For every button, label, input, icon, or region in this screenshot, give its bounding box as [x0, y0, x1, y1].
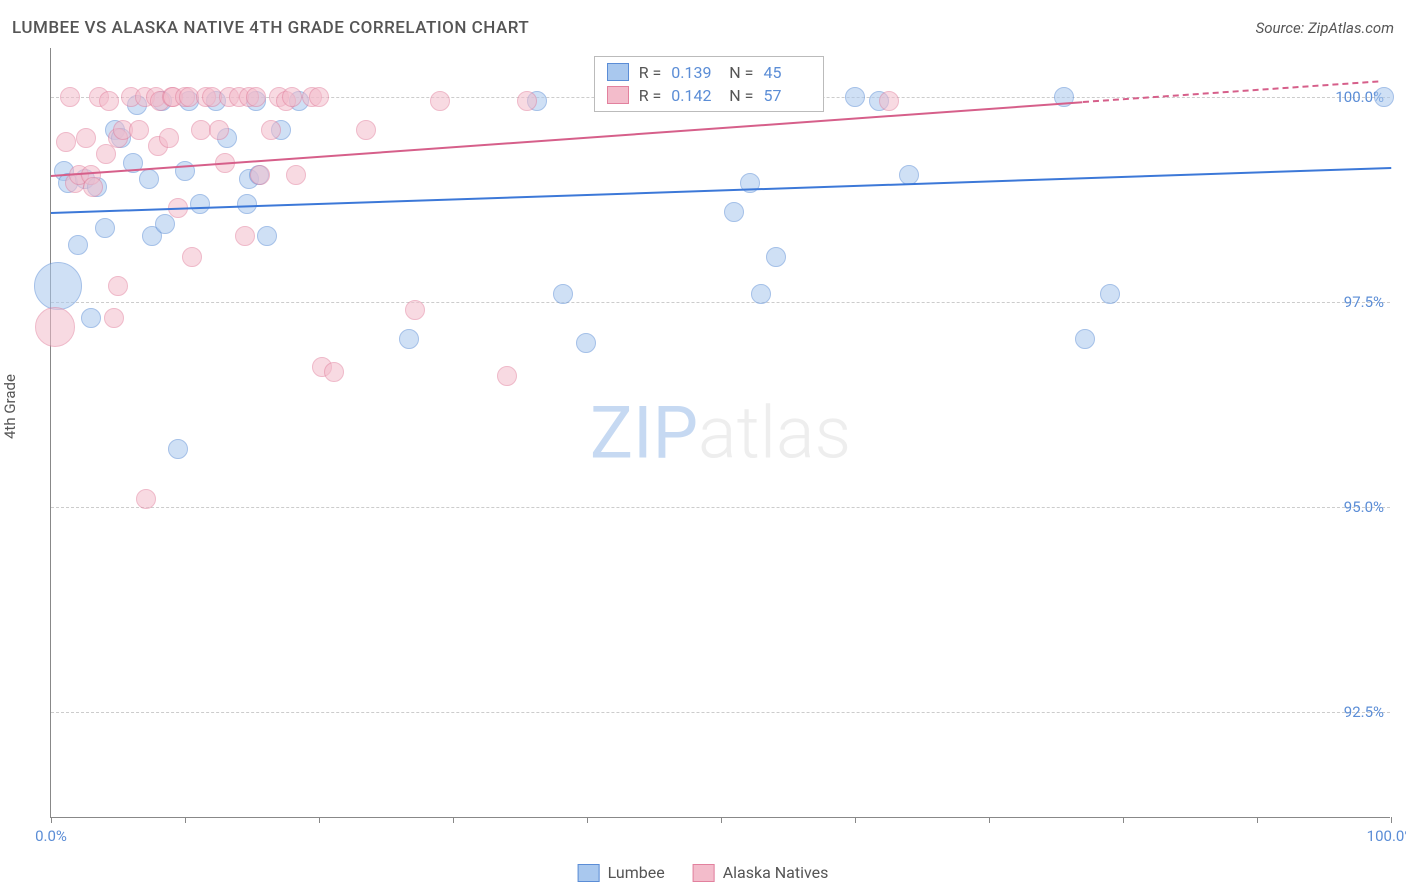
watermark: ZIPatlas — [590, 390, 851, 475]
x-tick — [855, 817, 856, 823]
data-point — [34, 262, 82, 310]
legend-item: Alaska Natives — [693, 863, 829, 882]
stats-row: R = 0.139 N = 45 — [607, 61, 812, 84]
x-tick — [721, 817, 722, 823]
x-tick — [319, 817, 320, 823]
data-point — [845, 87, 865, 107]
stat-n-value: 57 — [763, 86, 811, 105]
x-tick — [1257, 817, 1258, 823]
data-point — [68, 235, 88, 255]
data-point — [136, 489, 156, 509]
x-tick — [453, 817, 454, 823]
legend-swatch — [607, 63, 629, 81]
data-point — [76, 128, 96, 148]
data-point — [553, 284, 573, 304]
data-point — [261, 120, 281, 140]
data-point — [129, 120, 149, 140]
y-tick-label: 92.5% — [1344, 703, 1384, 721]
x-tick — [185, 817, 186, 823]
data-point — [430, 91, 450, 111]
stat-r-label: R = — [639, 63, 662, 82]
data-point — [1100, 284, 1120, 304]
data-point — [190, 194, 210, 214]
data-point — [246, 87, 266, 107]
legend-swatch — [693, 864, 715, 882]
plot-area: ZIPatlas 92.5%95.0%97.5%100.0%0.0%100.0%… — [50, 48, 1390, 818]
data-point — [60, 87, 80, 107]
stat-n-value: 45 — [763, 63, 811, 82]
data-point — [724, 202, 744, 222]
watermark-atlas: atlas — [698, 390, 851, 475]
data-point — [155, 214, 175, 234]
data-point — [159, 128, 179, 148]
legend-swatch — [578, 864, 600, 882]
data-point — [96, 144, 116, 164]
data-point — [168, 439, 188, 459]
y-tick-label: 97.5% — [1344, 293, 1384, 311]
chart-container: LUMBEE VS ALASKA NATIVE 4TH GRADE CORREL… — [0, 0, 1406, 892]
data-point — [139, 169, 159, 189]
data-point — [250, 165, 270, 185]
x-tick — [989, 817, 990, 823]
data-point — [399, 329, 419, 349]
data-point — [209, 120, 229, 140]
data-point — [1374, 87, 1394, 107]
bottom-legend: Lumbee Alaska Natives — [578, 863, 829, 882]
data-point — [517, 91, 537, 111]
grid-line — [51, 712, 1390, 713]
data-point — [309, 87, 329, 107]
data-point — [104, 308, 124, 328]
x-tick — [587, 817, 588, 823]
data-point — [95, 218, 115, 238]
x-tick-label: 100.0% — [1367, 827, 1406, 845]
data-point — [576, 333, 596, 353]
data-point — [405, 300, 425, 320]
watermark-zip: ZIP — [590, 390, 698, 475]
data-point — [81, 308, 101, 328]
stat-n-label: N = — [729, 86, 753, 105]
trend-line — [51, 101, 1083, 177]
stat-r-label: R = — [639, 86, 662, 105]
x-tick-label: 0.0% — [35, 827, 67, 845]
trend-line-dash — [1083, 81, 1378, 103]
source-label: Source: ZipAtlas.com — [1256, 19, 1394, 37]
chart-header: LUMBEE VS ALASKA NATIVE 4TH GRADE CORREL… — [12, 18, 1394, 38]
data-point — [182, 247, 202, 267]
stats-box: R = 0.139 N = 45 R = 0.142 N = 57 — [594, 56, 825, 112]
data-point — [99, 91, 119, 111]
data-point — [356, 120, 376, 140]
chart-title: LUMBEE VS ALASKA NATIVE 4TH GRADE CORREL… — [12, 18, 529, 38]
data-point — [286, 165, 306, 185]
stat-n-label: N = — [729, 63, 753, 82]
x-tick — [51, 817, 52, 823]
data-point — [83, 177, 103, 197]
data-point — [56, 132, 76, 152]
y-axis-label: 4th Grade — [1, 374, 19, 439]
x-tick — [1391, 817, 1392, 823]
legend-label: Alaska Natives — [723, 863, 829, 882]
grid-line — [51, 302, 1390, 303]
stat-r-value: 0.142 — [671, 86, 719, 105]
data-point — [879, 91, 899, 111]
grid-line — [51, 507, 1390, 508]
data-point — [235, 226, 255, 246]
data-point — [282, 87, 302, 107]
data-point — [766, 247, 786, 267]
data-point — [237, 194, 257, 214]
stat-r-value: 0.139 — [671, 63, 719, 82]
data-point — [1075, 329, 1095, 349]
data-point — [324, 362, 344, 382]
x-tick — [1123, 817, 1124, 823]
data-point — [257, 226, 277, 246]
stats-row: R = 0.142 N = 57 — [607, 84, 812, 107]
legend-swatch — [607, 86, 629, 104]
data-point — [108, 276, 128, 296]
legend-label: Lumbee — [608, 863, 665, 882]
data-point — [497, 366, 517, 386]
data-point — [751, 284, 771, 304]
data-point — [35, 307, 75, 347]
legend-item: Lumbee — [578, 863, 665, 882]
y-tick-label: 95.0% — [1344, 498, 1384, 516]
